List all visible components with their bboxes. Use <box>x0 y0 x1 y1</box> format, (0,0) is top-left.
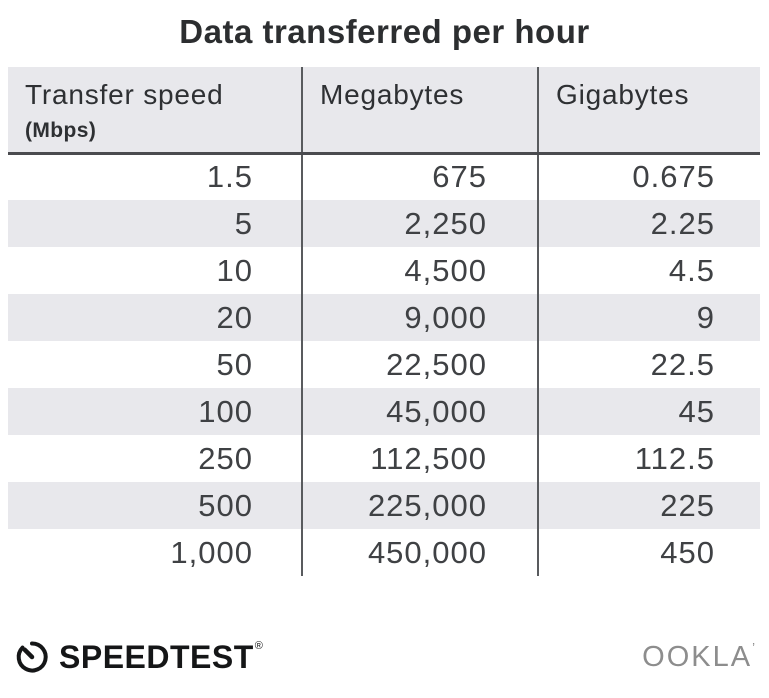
cell-speed: 1,000 <box>170 534 253 570</box>
speedtest-gauge-icon <box>16 641 48 673</box>
cell-gigabytes: 2.25 <box>537 200 760 247</box>
cell-speed: 50 <box>216 346 253 382</box>
table-row: 500 225,000 225 <box>8 482 760 529</box>
ookla-logo: OOKLA ’ <box>642 639 757 674</box>
cell-speed: 5 <box>234 205 253 241</box>
cell-megabytes: 112,500 <box>301 435 538 482</box>
table-row: 250 112,500 112.5 <box>8 435 760 482</box>
cell-gigabytes: 450 <box>537 529 760 576</box>
cell-megabytes: 45,000 <box>301 388 538 435</box>
table-row: 5 2,250 2.25 <box>8 200 760 247</box>
table-row: 1.5 675 0.675 <box>8 153 760 200</box>
header-megabytes: Megabytes <box>301 67 538 155</box>
header-transfer-speed: Transfer speed (Mbps) <box>8 67 302 155</box>
cell-speed: 1.5 <box>206 159 253 195</box>
cell-gigabytes: 9 <box>537 294 760 341</box>
cell-speed: 100 <box>198 393 253 429</box>
speedtest-logo: SPEEDTEST ® <box>13 638 263 676</box>
header-transfer-speed-label: Transfer speed <box>25 79 224 110</box>
ookla-wordmark: OOKLA <box>642 640 753 673</box>
cell-gigabytes: 0.675 <box>537 153 760 200</box>
table-body: 1.5 675 0.675 5 2,250 2.25 10 4,500 4.5 … <box>8 153 760 576</box>
header-row: Transfer speed (Mbps) Megabytes Gigabyte… <box>8 67 760 155</box>
cell-megabytes: 2,250 <box>301 200 538 247</box>
table-row: 10 4,500 4.5 <box>8 247 760 294</box>
header-transfer-speed-unit: (Mbps) <box>25 119 97 142</box>
table-row: 20 9,000 9 <box>8 294 760 341</box>
table-row: 100 45,000 45 <box>8 388 760 435</box>
cell-megabytes: 22,500 <box>301 341 538 388</box>
cell-gigabytes: 45 <box>537 388 760 435</box>
footer: SPEEDTEST ® OOKLA ’ <box>13 638 757 676</box>
cell-gigabytes: 4.5 <box>537 247 760 294</box>
table-header: Transfer speed (Mbps) Megabytes Gigabyte… <box>8 67 760 155</box>
cell-megabytes: 450,000 <box>301 529 538 576</box>
ookla-trademark-symbol: ’ <box>752 639 757 655</box>
table-row: 50 22,500 22.5 <box>8 341 760 388</box>
cell-gigabytes: 225 <box>537 482 760 529</box>
registered-trademark-symbol: ® <box>254 640 263 652</box>
cell-gigabytes: 112.5 <box>537 435 760 482</box>
page-title: Data transferred per hour <box>179 13 590 50</box>
data-table: Transfer speed (Mbps) Megabytes Gigabyte… <box>8 67 760 576</box>
cell-megabytes: 675 <box>301 153 538 200</box>
cell-megabytes: 9,000 <box>301 294 538 341</box>
cell-speed: 10 <box>216 252 253 288</box>
speedtest-wordmark: SPEEDTEST <box>59 638 254 675</box>
cell-speed: 500 <box>198 487 253 523</box>
cell-megabytes: 4,500 <box>301 247 538 294</box>
cell-speed: 250 <box>198 440 253 476</box>
cell-megabytes: 225,000 <box>301 482 538 529</box>
header-gigabytes: Gigabytes <box>537 67 760 155</box>
cell-speed: 20 <box>216 299 253 335</box>
table-row: 1,000 450,000 450 <box>8 529 760 576</box>
cell-gigabytes: 22.5 <box>537 341 760 388</box>
